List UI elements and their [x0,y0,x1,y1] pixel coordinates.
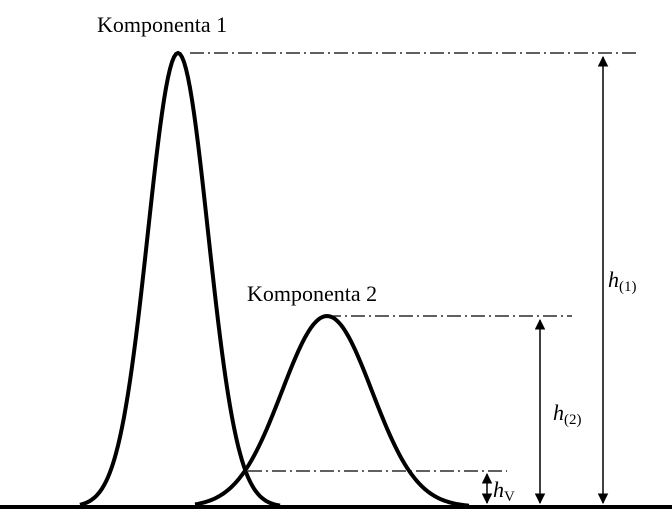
label: Komponenta 2 [247,281,377,306]
peak-2 [194,313,470,508]
subscript: V [504,489,515,505]
symbol-h: h [608,267,619,292]
subscript: (2) [564,412,582,428]
subscript: (1) [619,279,637,295]
peak-1 [79,50,281,508]
symbol: h(1) [608,267,637,295]
symbol-h: h [553,400,564,425]
symbol-h: h [493,477,504,502]
symbol: hV [493,477,515,505]
symbol: h(2) [553,400,582,428]
label: Komponenta 1 [97,12,227,37]
